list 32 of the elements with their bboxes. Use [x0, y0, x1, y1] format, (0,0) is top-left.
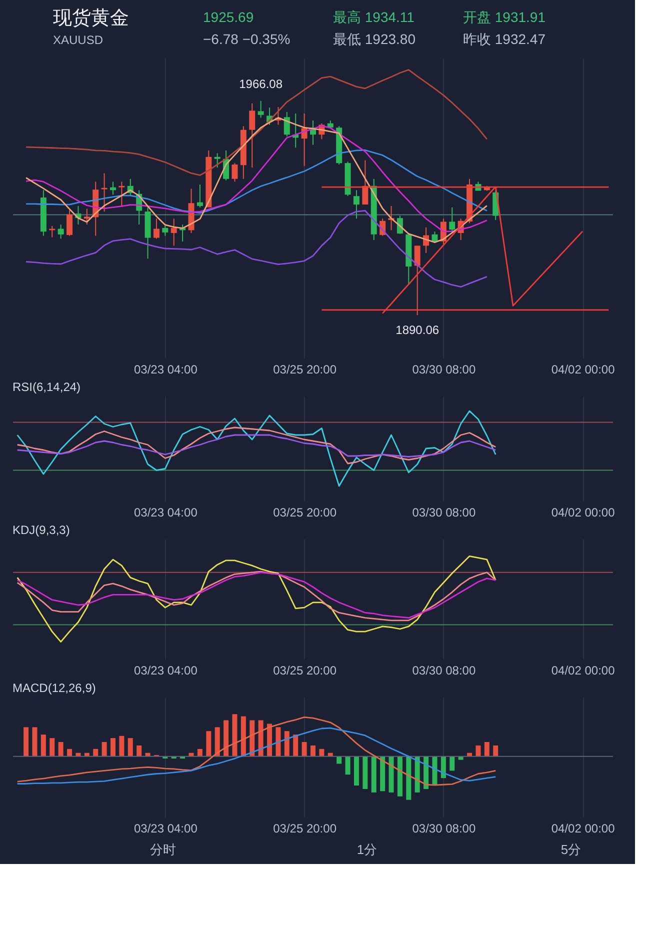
chart-title: MACD(12,26,9)	[12, 681, 96, 695]
chart-title: KDJ(9,3,3)	[12, 523, 70, 537]
x-tick-label: 04/02 00:00	[551, 362, 616, 376]
x-tick-label: 03/25 20:00	[273, 506, 337, 520]
text: 1分	[356, 842, 378, 857]
x-tick-label: 03/25 20:00	[273, 664, 337, 678]
chart-title: 现货黄金	[53, 8, 129, 29]
text: 最低 1923.80	[333, 31, 416, 47]
text: 5分	[560, 842, 582, 857]
annotation: 1890.06	[396, 323, 440, 338]
x-tick-label: 03/30 08:00	[412, 664, 476, 678]
x-tick-label: 03/25 20:00	[273, 362, 337, 376]
x-tick-label: 03/25 20:00	[273, 822, 337, 836]
text: 开盘 1931.91	[463, 9, 546, 25]
text: 分时	[150, 842, 176, 857]
x-tick-label: 03/23 04:00	[134, 822, 198, 836]
text: −6.78 −0.35%	[203, 31, 290, 47]
x-tick-label: 03/23 04:00	[134, 664, 198, 678]
x-tick-label: 04/02 00:00	[551, 822, 616, 836]
text: 昨收 1932.47	[463, 31, 546, 47]
x-tick-label: 03/30 08:00	[412, 822, 476, 836]
x-tick-label: 03/30 08:00	[412, 506, 476, 520]
chart-title: RSI(6,14,24)	[12, 380, 81, 394]
x-tick-label: 03/23 04:00	[134, 362, 198, 376]
chart-subtitle: XAUUSD	[53, 33, 104, 47]
x-tick-label: 03/30 08:00	[412, 362, 476, 376]
x-tick-label: 03/23 04:00	[134, 506, 198, 520]
x-tick-label: 04/02 00:00	[551, 664, 616, 678]
text: 最高 1934.11	[333, 9, 415, 25]
annotation: 1966.08	[239, 76, 283, 91]
text: 1925.69	[203, 9, 254, 25]
x-tick-label: 04/02 00:00	[551, 506, 616, 520]
